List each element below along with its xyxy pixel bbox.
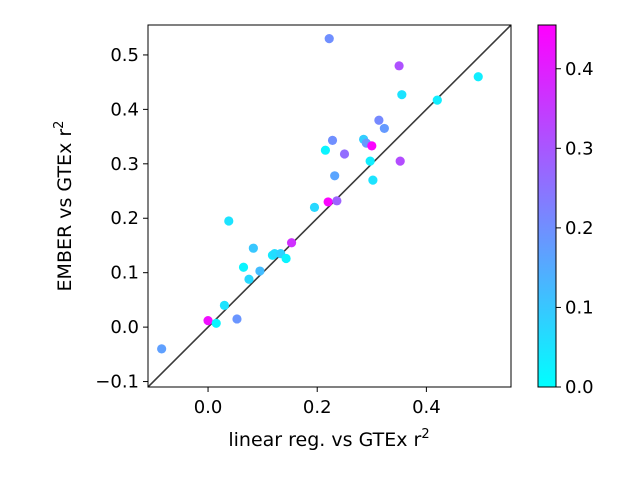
scatter-point [432, 95, 442, 105]
x-axis-ticks: 0.0 0.2 0.4 [194, 387, 441, 418]
scatter-point [224, 216, 234, 226]
y-tick-label: 0.1 [110, 263, 139, 284]
colorbar-tick-label: 0.0 [565, 377, 594, 398]
scatter-point [211, 318, 221, 328]
y-tick-label: 0.3 [110, 154, 139, 175]
y-axis-label-text: EMBER vs GTEx r [54, 129, 76, 292]
scatter-points [157, 34, 483, 354]
colorbar-tick-label: 0.4 [565, 59, 594, 80]
scatter-point [397, 90, 407, 100]
scatter-point [309, 202, 320, 212]
scatter-point [374, 115, 384, 125]
plot-frame [147, 24, 512, 388]
x-tick-label: 0.2 [303, 397, 332, 418]
y-tick-label: 0.0 [110, 317, 139, 338]
scatter-point [324, 34, 334, 44]
x-tick-label: 0.0 [194, 397, 223, 418]
scatter-point [281, 253, 291, 264]
y-tick-label: 0.4 [110, 99, 139, 120]
scatter-point [203, 315, 213, 326]
scatter-point [323, 197, 333, 207]
scatter-point [219, 300, 230, 310]
x-axis-label-text: linear reg. vs GTEx r [228, 429, 421, 451]
x-axis-label-sup: 2 [421, 427, 429, 442]
scatter-point [286, 238, 297, 248]
scatter-point [367, 141, 377, 151]
scatter-point [238, 262, 249, 272]
colorbar-tick-label: 0.1 [565, 297, 594, 318]
scatter-point [332, 196, 342, 206]
scatter-point [339, 149, 350, 159]
x-axis-title: linear reg. vs GTEx r2 [228, 427, 429, 451]
y-axis-label-sup: 2 [52, 121, 67, 129]
colorbar-tick-label: 0.2 [565, 218, 594, 239]
colorbar-ticks: 0.0 0.1 0.2 0.3 0.4 [556, 59, 594, 398]
scatter-point [330, 171, 340, 181]
scatter-point [232, 314, 242, 324]
y-axis-ticks: −0.1 0.0 0.1 0.2 0.3 0.4 0.5 [95, 45, 148, 393]
scatter-point [244, 274, 254, 284]
colorbar-tick-label: 0.3 [565, 138, 594, 159]
scatter-point [365, 156, 375, 166]
y-axis-title: EMBER vs GTEx r2 [52, 121, 76, 292]
y-tick-label: 0.2 [110, 208, 139, 229]
scatter-point [255, 266, 265, 276]
scatter-point [320, 145, 331, 155]
colorbar [537, 24, 557, 388]
scatter-point [379, 123, 389, 134]
scatter-point [368, 175, 378, 185]
scatter-point [248, 243, 258, 253]
scatter-point [394, 61, 404, 71]
x-tick-label: 0.4 [412, 397, 441, 418]
scatter-point [327, 135, 338, 146]
y-tick-label: 0.5 [110, 45, 139, 66]
scatter-point [473, 72, 483, 82]
scatter-point [157, 344, 167, 354]
scatter-point [395, 156, 405, 166]
y-tick-label: −0.1 [95, 372, 139, 393]
